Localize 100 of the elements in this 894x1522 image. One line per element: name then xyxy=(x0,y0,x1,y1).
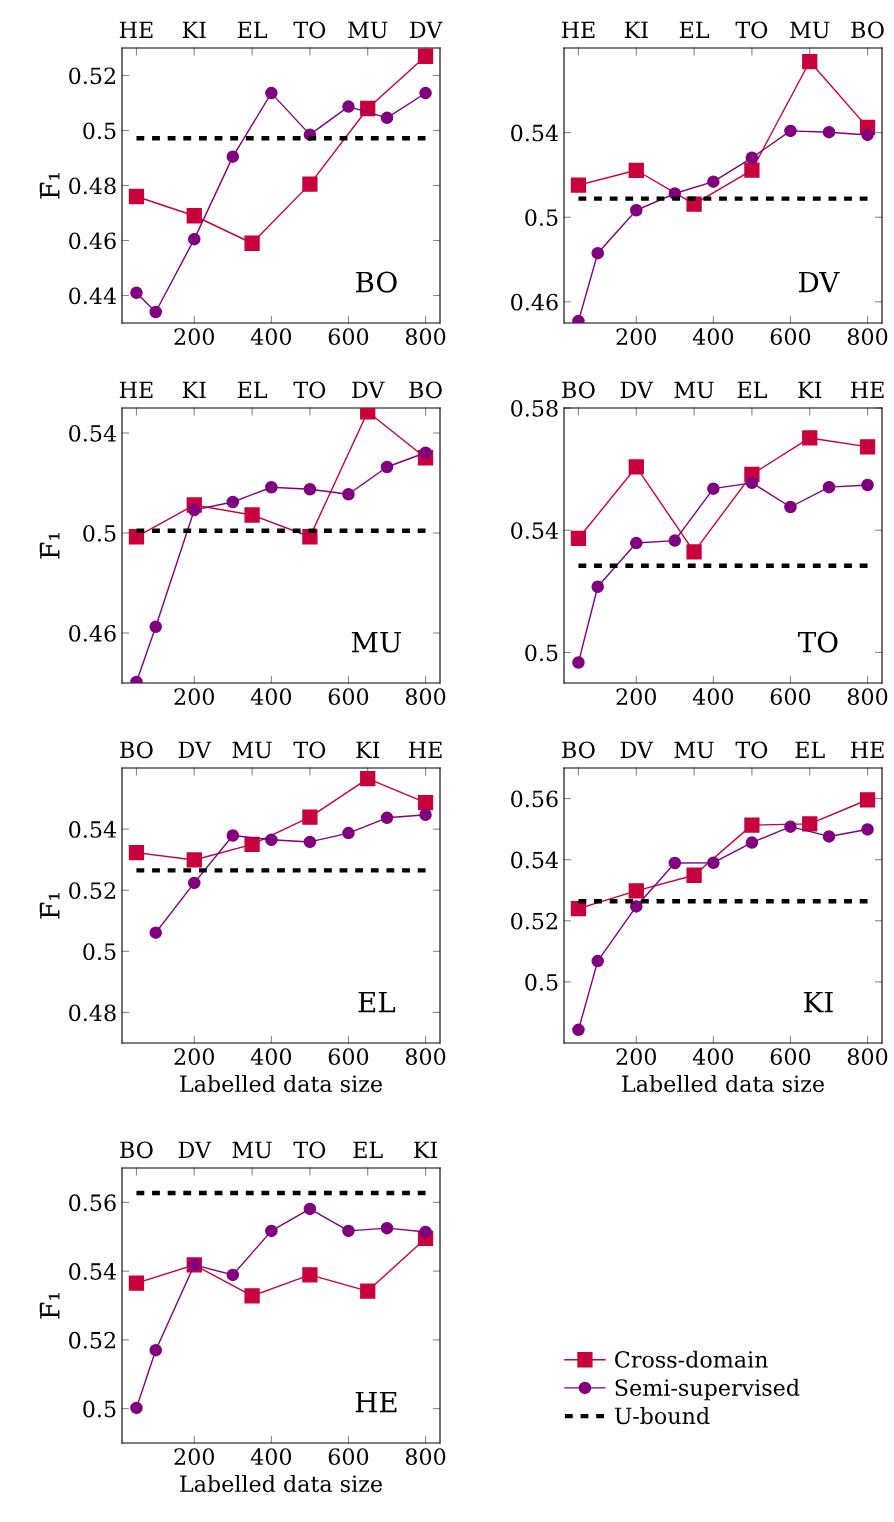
x-tick-label: 200 xyxy=(616,688,656,706)
annotation: HE xyxy=(850,741,884,758)
y-tick-label: 0.54 xyxy=(69,1263,117,1280)
annotation: TO xyxy=(293,1141,326,1159)
x-tick-label: 800 xyxy=(405,688,446,706)
x-tick-label: 400 xyxy=(250,328,292,346)
annotation: HE xyxy=(119,381,153,398)
x-tick-label: 400 xyxy=(250,1048,292,1066)
y-tick-label: 0.52 xyxy=(69,882,115,899)
x-tick-label: 800 xyxy=(847,688,888,706)
x-tick-label: 600 xyxy=(328,1048,369,1066)
y-tick-label: 0.48 xyxy=(69,1004,116,1022)
y-axis-title: F̄₁ xyxy=(39,1293,60,1319)
x-tick-label: 600 xyxy=(770,688,811,706)
annotation: TO xyxy=(798,631,838,653)
annotation: MU xyxy=(674,741,714,759)
y-tick-label: 0.46 xyxy=(69,232,116,250)
x-tick-label: 400 xyxy=(250,688,292,706)
annotation: DV xyxy=(799,271,840,293)
annotation: TO xyxy=(735,741,768,759)
x-tick-label: 200 xyxy=(174,688,214,706)
x-tick-label: 800 xyxy=(405,328,446,346)
y-tick-label: 0.54 xyxy=(69,424,117,442)
x-tick-label: 600 xyxy=(328,328,369,346)
annotation: KI xyxy=(414,1141,438,1158)
y-tick-label: 0.5 xyxy=(525,644,558,662)
annotation: KI xyxy=(624,21,648,38)
y-tick-label: 0.5 xyxy=(83,524,116,542)
annotation: DV xyxy=(620,741,654,758)
annotation: EL xyxy=(795,741,825,758)
x-tick-label: 800 xyxy=(847,328,888,346)
annotation: HE xyxy=(850,381,884,398)
annotation: EL xyxy=(737,381,767,398)
x-tick-label: 200 xyxy=(616,1048,656,1066)
annotation: EL xyxy=(679,21,710,38)
annotation: KI xyxy=(182,381,206,398)
y-tick-label: 0.44 xyxy=(69,287,117,305)
annotation: HE xyxy=(355,1391,397,1413)
x-axis-title: Labelled data size xyxy=(180,1074,382,1093)
x-tick-label: 600 xyxy=(770,328,811,346)
annotation: MU xyxy=(232,741,272,759)
y-tick-label: 0.48 xyxy=(69,177,116,195)
x-tick-label: 400 xyxy=(692,328,734,346)
y-tick-label: 0.58 xyxy=(511,399,558,417)
annotation: DV xyxy=(410,21,443,38)
x-tick-label: 600 xyxy=(770,1048,811,1066)
annotation: DV xyxy=(178,1141,212,1158)
y-tick-label: 0.46 xyxy=(511,293,558,311)
x-tick-label: 400 xyxy=(692,688,734,706)
y-tick-label: 0.54 xyxy=(69,821,117,838)
annotation: KI xyxy=(804,991,833,1013)
annotation: BO xyxy=(409,381,442,399)
annotation: DV xyxy=(620,381,654,398)
annotation: MU xyxy=(348,21,388,39)
y-tick-label: 0.52 xyxy=(511,912,557,930)
annotation: BO xyxy=(562,381,595,399)
y-tick-label: 0.46 xyxy=(69,624,116,642)
annotation: TO xyxy=(735,21,768,39)
x-tick-label: 200 xyxy=(174,1048,214,1066)
y-tick-label: 0.5 xyxy=(83,1400,116,1418)
annotation: KI xyxy=(182,21,206,38)
y-axis-title: F̄₁ xyxy=(39,893,60,919)
annotation: MU xyxy=(674,381,714,399)
annotation: EL xyxy=(353,1141,383,1158)
y-tick-label: 0.54 xyxy=(511,522,559,539)
annotation: EL xyxy=(358,991,396,1013)
y-axis-title: F̄₁ xyxy=(39,533,60,559)
annotation: KI xyxy=(798,381,822,398)
annotation: TO xyxy=(293,381,326,399)
x-axis-title: Labelled data size xyxy=(622,1074,824,1093)
y-axis-title: F̄₁ xyxy=(39,173,60,199)
x-tick-label: 400 xyxy=(692,1048,734,1066)
annotation: MU xyxy=(351,631,402,653)
x-tick-label: 400 xyxy=(250,1448,292,1466)
annotation: TO xyxy=(293,741,326,759)
annotation: MU xyxy=(232,1141,272,1159)
x-tick-label: 200 xyxy=(174,328,214,346)
x-tick-label: 200 xyxy=(174,1448,214,1466)
annotation: BO xyxy=(851,21,884,39)
legend-label: Cross-domain xyxy=(615,1350,768,1368)
annotation: HE xyxy=(408,741,442,758)
annotation: DV xyxy=(352,381,385,398)
x-axis-title: Labelled data size xyxy=(180,1474,382,1493)
x-tick-label: 600 xyxy=(328,1448,369,1466)
x-tick-label: 600 xyxy=(328,688,369,706)
annotation: MU xyxy=(790,21,830,39)
annotation: BO xyxy=(562,741,595,759)
y-tick-label: 0.5 xyxy=(83,122,116,140)
y-tick-label: 0.52 xyxy=(69,67,115,85)
annotation: BO xyxy=(356,271,397,293)
annotation: HE xyxy=(561,21,595,38)
y-tick-label: 0.5 xyxy=(525,209,558,226)
y-tick-label: 0.54 xyxy=(511,851,559,869)
y-tick-label: 0.54 xyxy=(511,124,559,142)
annotation: HE xyxy=(119,21,153,38)
annotation: EL xyxy=(237,381,268,398)
y-tick-label: 0.52 xyxy=(69,1331,115,1349)
x-tick-label: 800 xyxy=(847,1048,888,1066)
annotation: EL xyxy=(237,21,268,38)
x-tick-label: 200 xyxy=(616,328,656,346)
